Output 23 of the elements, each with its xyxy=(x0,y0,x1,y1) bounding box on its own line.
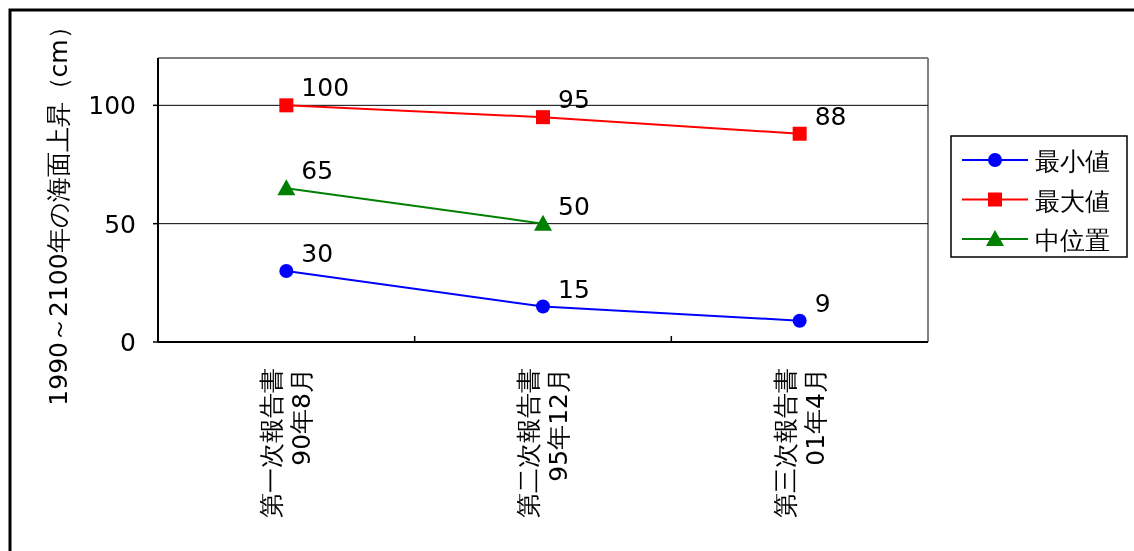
data-label: 9 xyxy=(814,288,831,318)
legend-label: 最大値 xyxy=(1035,186,1110,216)
data-label: 65 xyxy=(301,156,334,186)
legend-label: 最小値 xyxy=(1035,147,1110,176)
x-tick-label: 第一次報告書 90年8月 xyxy=(257,368,317,518)
legend-label: 中位置 xyxy=(1035,226,1110,255)
point xyxy=(279,264,294,278)
data-label: 50 xyxy=(558,191,590,221)
point xyxy=(279,98,294,113)
data-label: 88 xyxy=(814,101,847,131)
y-tick-label: 0 xyxy=(120,328,136,357)
y-tick-label: 100 xyxy=(88,91,136,121)
data-label: 15 xyxy=(558,274,590,304)
point xyxy=(792,313,807,328)
point xyxy=(536,110,550,125)
point xyxy=(792,126,807,141)
y-tick-label: 50 xyxy=(104,209,136,239)
x-tick-label: 第三次報告書 01年4月 xyxy=(770,368,830,518)
point xyxy=(536,299,550,314)
y-axis-title: 1990～2100年の海面上昇（cm） xyxy=(44,14,73,406)
data-label: 30 xyxy=(301,239,334,268)
data-label: 100 xyxy=(301,73,350,103)
x-tick-label: 第二次報告書 95年12月 xyxy=(514,368,573,518)
